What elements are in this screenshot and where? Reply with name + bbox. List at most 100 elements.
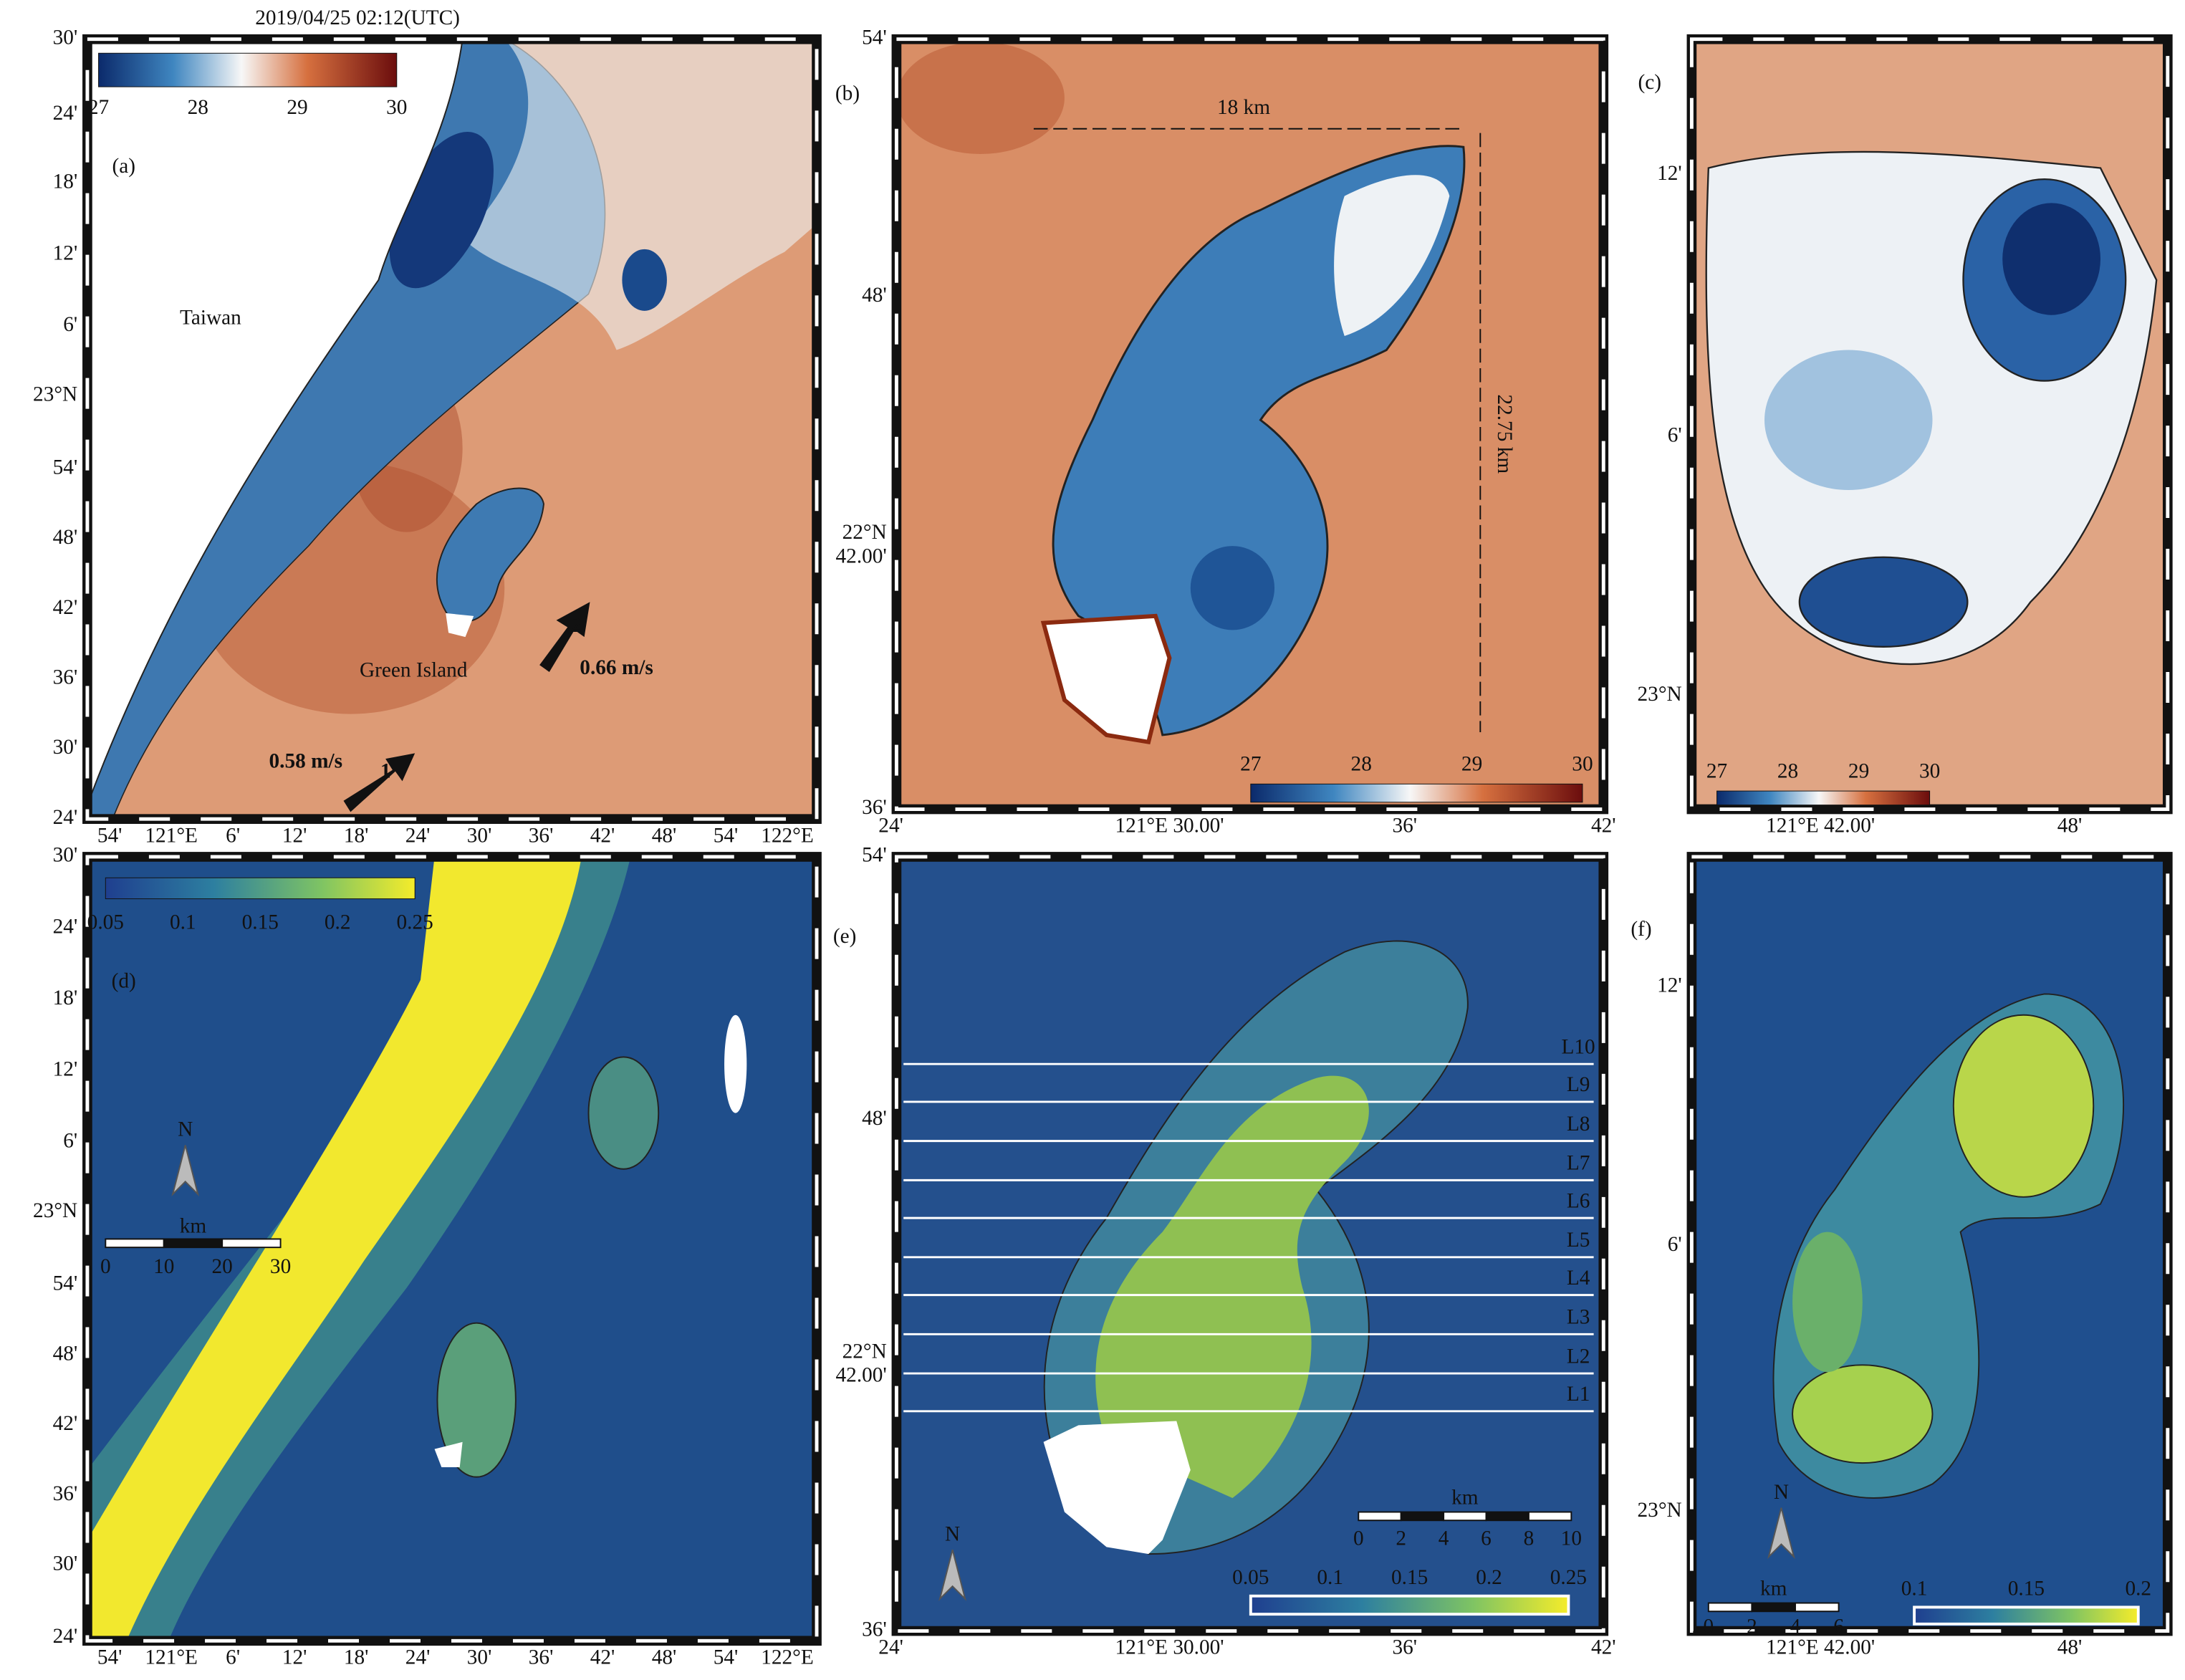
x-tick-label: 121°E 42.00' [1766, 1636, 1875, 1659]
y-tick-label: 42' [53, 596, 78, 619]
annotation: 1 [380, 759, 391, 782]
colorbar-label: 0.25 [397, 911, 433, 933]
y-tick-label: 54' [53, 456, 78, 479]
y-tick-label: 23°N [1638, 1499, 1682, 1522]
transect-label: L3 [1567, 1306, 1590, 1329]
north-arrow [1767, 1507, 1795, 1560]
timestamp: 2019/04/25 02:12(UTC) [255, 6, 460, 29]
y-tick-label: 48' [53, 526, 78, 549]
map-layer [896, 42, 1065, 154]
panel-label: (a) [112, 155, 135, 178]
scale-label: 4 [1790, 1615, 1801, 1638]
frame-checker [1689, 855, 2170, 1633]
panel-label: (d) [112, 970, 136, 993]
colorbar-label: 29 [1461, 753, 1482, 776]
y-tick-label: 23°N [33, 383, 77, 406]
map-layer [1190, 546, 1275, 630]
x-tick-label: 24' [405, 824, 431, 847]
y-tick-label: 42' [53, 1412, 78, 1435]
y-tick-label: 18' [53, 171, 78, 193]
y-tick-label: 24' [53, 915, 78, 938]
x-tick-label: 24' [878, 815, 903, 837]
transect-label: L6 [1567, 1189, 1590, 1212]
transect-label: L10 [1561, 1035, 1595, 1058]
scale-label: 8 [1524, 1527, 1535, 1550]
y-tick-label: 24' [53, 1625, 78, 1648]
y-tick-label: 12' [1657, 162, 1682, 185]
colorbar [1250, 783, 1583, 803]
scale-bar [105, 1238, 165, 1249]
x-tick-label: 121°E 30.00' [1115, 1636, 1224, 1659]
panel-label: (c) [1638, 71, 1662, 94]
colorbar-label: 27 [1240, 753, 1261, 776]
x-tick-label: 42' [1591, 1636, 1616, 1659]
colorbar-label: 0.2 [1476, 1566, 1502, 1589]
x-tick-label: 12' [282, 824, 307, 847]
x-tick-label: 12' [282, 1646, 307, 1669]
scale-label: 6 [1833, 1615, 1844, 1638]
y-tick-label: 36' [862, 796, 887, 819]
x-tick-label: 48' [652, 1646, 677, 1669]
x-tick-label: 6' [226, 1646, 240, 1669]
colorbar [98, 52, 398, 87]
y-tick-label: 18' [53, 987, 78, 1009]
colorbar-label: 0.15 [1391, 1566, 1428, 1589]
colorbar-label: 30 [386, 96, 407, 119]
north-label: N [1774, 1481, 1789, 1504]
colorbar-label: 30 [1572, 753, 1593, 776]
transect-label: L7 [1567, 1152, 1590, 1175]
y-tick-label: 22°N [842, 521, 887, 544]
frame [891, 34, 1609, 815]
map-layer [462, 39, 817, 350]
y-tick-label: 30' [53, 844, 78, 867]
y-tick-label: 6' [63, 313, 77, 336]
scale-label: 30 [270, 1255, 291, 1278]
colorbar-label: 0.25 [1550, 1566, 1587, 1589]
scale-label: 0 [100, 1255, 111, 1278]
colorbar-label: 28 [188, 96, 208, 119]
x-tick-label: 54' [714, 1646, 739, 1669]
map-layer [436, 487, 544, 623]
map-layer [1798, 556, 1969, 648]
scale-bar [163, 1238, 224, 1249]
x-tick-label: 36' [1392, 1636, 1417, 1659]
y-tick-label: 6' [1668, 423, 1682, 446]
colorbar-label: 0.1 [1317, 1566, 1343, 1589]
colorbar-label: 0.15 [242, 911, 279, 933]
colorbar-label: 0.2 [325, 911, 351, 933]
y-tick-label: 54' [862, 26, 887, 49]
scale-unit: km [1451, 1487, 1479, 1509]
map-layer [1952, 1014, 2095, 1198]
y-tick-label: 48' [862, 284, 887, 307]
map-layer [434, 1441, 463, 1467]
x-tick-label: 6' [226, 824, 240, 847]
colorbar-label: 0.05 [1232, 1566, 1269, 1589]
scale-unit: km [180, 1215, 207, 1238]
y-tick-label: 36' [862, 1618, 887, 1641]
colorbar-label: 29 [1848, 759, 1869, 782]
y-tick-label: 24' [53, 102, 78, 125]
map-layer [539, 602, 590, 672]
transect-label: L9 [1567, 1073, 1590, 1096]
frame-checker [1689, 37, 2170, 811]
colorbar [1249, 1594, 1570, 1616]
x-tick-label: 42' [1591, 815, 1616, 837]
y-tick-label: 22°N [842, 1340, 887, 1363]
annotation: 0.66 m/s [580, 656, 653, 679]
transect-label: L5 [1567, 1229, 1590, 1252]
colorbar-label: 0.15 [2008, 1578, 2045, 1600]
scale-bar [221, 1238, 282, 1249]
colorbar-label: 27 [1706, 759, 1727, 782]
transect-label: L1 [1567, 1383, 1590, 1406]
y-tick-label: 36' [53, 1482, 78, 1505]
y-tick-label: 12' [53, 241, 78, 264]
map-layer [87, 856, 582, 1641]
scale-bar [1443, 1511, 1487, 1522]
y-tick-label: 6' [1668, 1233, 1682, 1256]
scale-label: 20 [212, 1255, 233, 1278]
scale-label: 2 [1396, 1527, 1406, 1550]
x-tick-label: 24' [878, 1636, 903, 1659]
transect-label: L8 [1567, 1113, 1590, 1136]
